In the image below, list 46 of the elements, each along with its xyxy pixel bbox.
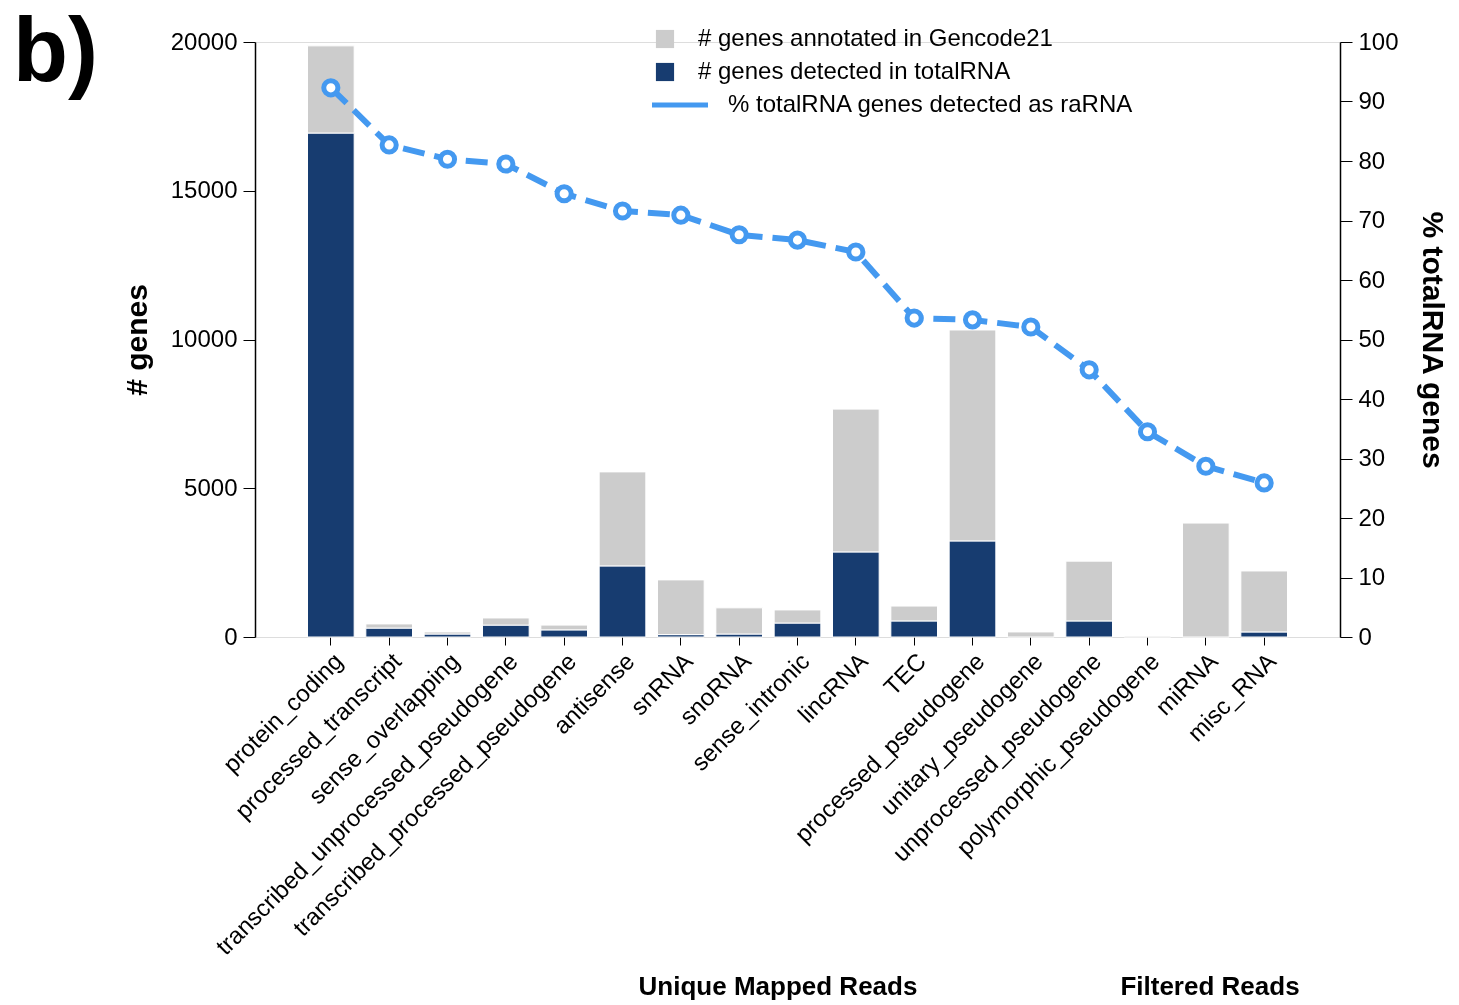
legend-label: # genes annotated in Gencode21	[698, 24, 1053, 51]
y-tick-label: 15000	[170, 176, 238, 204]
point	[729, 225, 749, 245]
y2-tick-label: 60	[1358, 265, 1386, 293]
bar	[1182, 522, 1230, 638]
point	[1079, 360, 1099, 380]
y2-tick-label: 20	[1358, 503, 1386, 531]
y2-tick-label: 90	[1358, 87, 1386, 114]
bar	[365, 627, 413, 638]
y2-tick-label: 40	[1358, 384, 1386, 412]
bar	[657, 579, 705, 636]
point	[321, 78, 341, 98]
y-tick-label: 5000	[184, 473, 238, 501]
y2-tick-label: 70	[1358, 206, 1386, 233]
y2-axis-title: % totalRNA genes	[1416, 211, 1450, 469]
y-tick-label: 20000	[170, 27, 238, 55]
y2-tick-label: 80	[1358, 146, 1386, 174]
point	[962, 310, 983, 330]
legend-label: % totalRNA genes detected as raRNA	[728, 90, 1133, 117]
point	[1021, 317, 1041, 337]
legend-label: # genes detected in totalRNA	[698, 57, 1011, 84]
point	[1254, 473, 1274, 493]
point	[1137, 422, 1158, 442]
y2-tick-label: 30	[1358, 444, 1386, 471]
point	[1196, 456, 1216, 476]
y-tick-label: 10000	[170, 325, 238, 352]
y-axis-title: # genes	[119, 284, 153, 396]
y2-tick-label: 0	[1358, 622, 1372, 650]
point	[496, 154, 516, 174]
point	[904, 308, 924, 328]
y-tick-label: 0	[224, 622, 238, 650]
y2-tick-label: 50	[1358, 325, 1386, 352]
bar	[715, 607, 763, 635]
point	[846, 242, 866, 262]
point	[787, 230, 808, 250]
point	[437, 149, 458, 169]
text: b)	[13, 0, 98, 100]
y2-tick-label: 10	[1358, 563, 1386, 590]
point	[612, 201, 633, 221]
point	[671, 205, 691, 225]
text: Filtered Reads	[1120, 971, 1300, 1001]
bar	[1007, 631, 1055, 638]
text: Unique Mapped Reads	[638, 971, 918, 1001]
point	[554, 184, 574, 204]
point	[379, 135, 399, 155]
y2-tick-label: 100	[1358, 27, 1399, 55]
